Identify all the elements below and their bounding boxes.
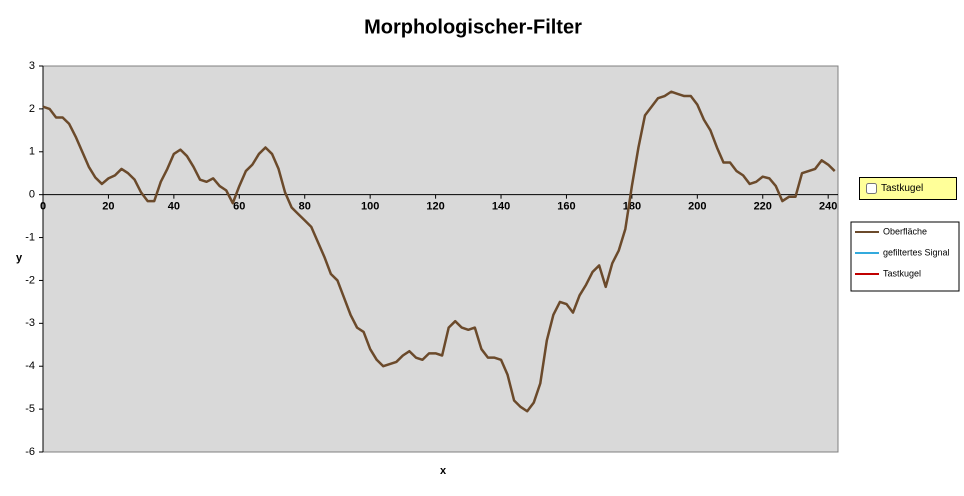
x-tick-label: 120 [426,201,444,213]
x-tick-label: 240 [819,201,837,213]
x-tick-label: 60 [233,201,245,213]
y-axis-label: y [16,252,23,264]
checkbox[interactable] [866,183,877,194]
chart-title: Morphologischer-Filter [364,16,582,38]
series-line [42,90,836,413]
x-tick-label: 200 [688,201,706,213]
checkbox-control[interactable]: Tastkugel [859,177,957,200]
y-tick-label: 1 [29,146,35,158]
x-tick-label: 0 [40,201,46,213]
legend-label: Oberfläche [883,226,927,236]
x-tick-label: 80 [299,201,311,213]
plot-area [42,65,839,453]
legend-frame [850,221,960,292]
x-tick-label: 180 [623,201,641,213]
y-tick-label: -1 [25,231,35,243]
y-tick-label: 3 [29,60,35,72]
x-axis-label: x [440,465,447,477]
x-tick-label: 140 [492,201,510,213]
y-tick-label: -6 [25,446,35,458]
legend-label: gefiltertes Signal [883,247,950,257]
x-tick-label: 160 [557,201,575,213]
legend-label: Tastkugel [883,268,921,278]
x-tick-label: 40 [168,201,180,213]
y-tick-label: -3 [25,317,35,329]
y-tick-label: -5 [25,403,35,415]
x-tick-label: 20 [102,201,114,213]
x-tick-label: 220 [754,201,772,213]
y-tick-label: 0 [29,189,35,201]
y-tick-label: 2 [29,103,35,115]
y-tick-label: -2 [25,274,35,286]
x-tick-label: 100 [361,201,379,213]
checkbox-label: Tastkugel [881,183,924,194]
y-tick-label: -4 [25,360,35,372]
